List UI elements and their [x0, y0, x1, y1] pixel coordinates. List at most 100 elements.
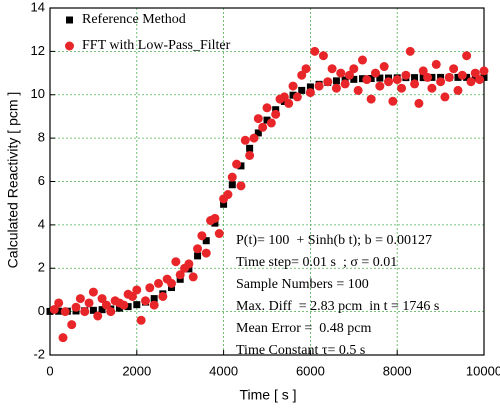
marker — [379, 62, 389, 72]
legend-marker — [65, 41, 74, 51]
marker — [194, 252, 202, 260]
marker — [127, 291, 137, 301]
marker — [332, 77, 340, 85]
marker — [246, 144, 254, 152]
annotation: P(t)= 100 + Sinh(b t); b = 0.00127 — [236, 233, 432, 248]
annotation: Time Constant τ= 0.5 s — [236, 343, 365, 358]
marker — [331, 83, 341, 93]
legend-label: Reference Method — [82, 12, 186, 27]
x-axis-label: Time [ s ] — [239, 387, 296, 403]
marker — [297, 70, 307, 80]
marker — [253, 114, 263, 124]
marker — [344, 70, 354, 80]
marker — [462, 51, 472, 61]
marker — [150, 295, 158, 303]
marker — [411, 74, 419, 82]
y-tick-label: 0 — [38, 303, 45, 318]
y-tick-label: 10 — [31, 86, 45, 101]
y-tick-label: 12 — [31, 43, 45, 58]
marker — [210, 213, 220, 223]
marker — [384, 77, 394, 87]
marker — [106, 307, 116, 317]
marker — [93, 311, 103, 321]
marker — [353, 85, 363, 95]
marker — [453, 85, 463, 95]
marker — [184, 259, 194, 269]
y-axis-label: Calculated Reactivity [ pcm ] — [5, 92, 21, 269]
marker — [397, 83, 407, 93]
marker — [289, 91, 297, 99]
x-tick-label: 8000 — [383, 363, 412, 378]
marker — [176, 275, 184, 283]
marker — [375, 81, 385, 91]
marker — [193, 244, 203, 254]
marker — [88, 287, 98, 297]
marker — [132, 285, 142, 295]
marker — [444, 72, 454, 82]
marker — [279, 92, 289, 102]
marker — [249, 133, 259, 143]
marker — [366, 94, 376, 104]
marker — [60, 307, 70, 317]
marker — [232, 159, 242, 169]
y-tick-label: 2 — [38, 260, 45, 275]
x-tick-label: 2000 — [122, 363, 151, 378]
marker — [46, 307, 54, 315]
y-tick-label: 6 — [38, 173, 45, 188]
marker — [457, 70, 467, 80]
marker — [54, 298, 64, 308]
marker — [280, 97, 288, 105]
marker — [49, 304, 59, 314]
marker — [470, 68, 480, 78]
marker — [154, 278, 163, 288]
marker — [171, 257, 181, 267]
marker — [227, 172, 237, 182]
marker — [392, 75, 402, 85]
marker — [266, 118, 276, 128]
x-tick-label: 4000 — [209, 363, 238, 378]
marker — [340, 79, 350, 89]
marker — [310, 46, 320, 56]
marker — [197, 231, 207, 241]
marker — [211, 219, 219, 227]
marker — [388, 96, 398, 106]
marker — [292, 92, 302, 102]
marker — [80, 307, 90, 317]
marker — [357, 55, 367, 65]
marker — [98, 306, 106, 314]
marker — [436, 77, 446, 87]
marker — [214, 229, 224, 239]
marker — [480, 73, 488, 81]
marker — [101, 300, 111, 310]
y-tick-label: 14 — [31, 0, 45, 14]
marker — [145, 283, 155, 293]
plot-frame — [49, 7, 485, 356]
marker — [71, 302, 81, 312]
marker — [306, 83, 314, 91]
marker — [149, 300, 159, 310]
marker — [323, 77, 333, 87]
marker — [58, 333, 68, 343]
marker — [55, 307, 63, 315]
marker — [288, 81, 298, 91]
marker — [284, 98, 294, 108]
marker — [271, 109, 281, 119]
marker — [236, 181, 246, 191]
marker — [463, 73, 471, 81]
marker — [301, 64, 311, 74]
marker — [440, 92, 450, 102]
annotation: Sample Numbers = 100 — [236, 277, 369, 292]
marker — [136, 315, 146, 325]
marker — [272, 106, 280, 114]
marker — [298, 86, 306, 94]
y-tick-label: 4 — [38, 216, 45, 231]
annotation: Time step= 0.01 s ; σ = 0.01 — [236, 255, 397, 270]
marker — [228, 181, 236, 189]
legend-marker — [66, 16, 73, 24]
marker — [371, 68, 380, 78]
marker — [245, 150, 255, 160]
legend-label: FFT with Low-Pass_Filter — [82, 38, 231, 53]
marker — [418, 66, 428, 76]
